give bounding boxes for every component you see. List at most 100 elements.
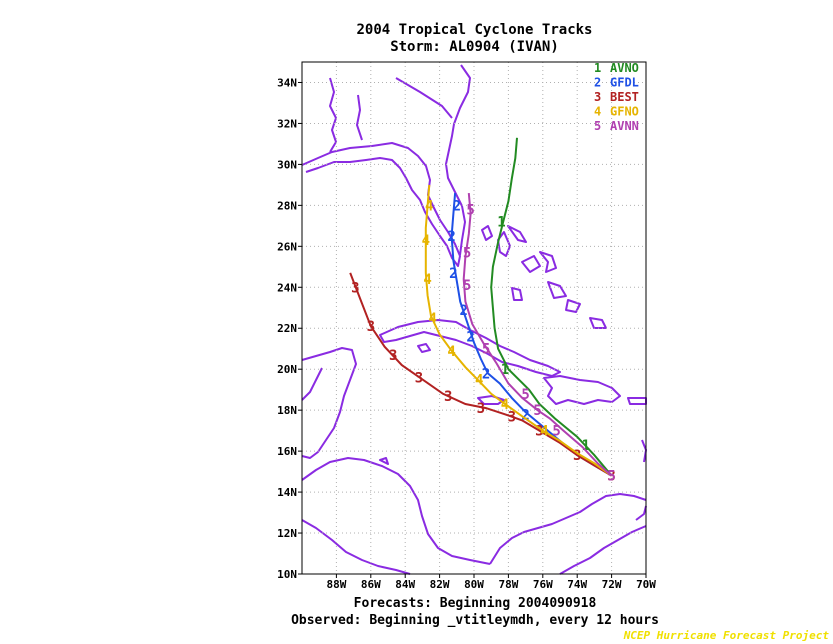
coast-hispaniola xyxy=(543,375,621,405)
track-marker-gfno: 4 xyxy=(501,397,509,413)
coast-colombia xyxy=(489,493,647,565)
coast-us-atlantic xyxy=(445,64,471,256)
track-marker-best: 3 xyxy=(573,448,581,464)
y-tick-label: 30N xyxy=(277,158,297,171)
track-marker-avnn: 5 xyxy=(482,342,490,358)
axes: 88W 86W 84W 82W 80W 78W 76W 74W 72W 70W 10N 12N 14N 1… xyxy=(277,61,656,591)
legend-id: 5 xyxy=(594,119,601,133)
track-line-avno xyxy=(490,137,613,477)
legend-label: GFNO xyxy=(610,105,639,119)
legend-id: 1 xyxy=(594,61,601,75)
coast-inland xyxy=(329,77,337,153)
track-gfdl: 2 2 2 2 2 2 2 xyxy=(447,193,613,477)
coast-swan xyxy=(379,457,389,465)
track-marker-best: 3 xyxy=(351,280,359,296)
track-marker-best: 3 xyxy=(508,409,516,425)
credit-text: NCEP Hurricane Forecast Project xyxy=(623,629,829,642)
chart-subtitle: Storm: AL0904 (IVAN) xyxy=(390,39,559,55)
track-marker-avno: 1 xyxy=(501,362,509,378)
y-tick-label: 28N xyxy=(277,199,297,212)
track-marker-gfdl: 2 xyxy=(466,329,474,345)
coast-mexico-gulf xyxy=(301,367,323,401)
y-tick-label: 34N xyxy=(277,76,297,89)
coast-yucatan xyxy=(301,347,357,459)
coast-puerto-rico xyxy=(627,397,647,405)
coast-bahamas-5 xyxy=(547,281,567,299)
legend-id: 2 xyxy=(594,76,601,90)
track-marker-gfdl: 2 xyxy=(482,366,490,382)
legend-label: GFDL xyxy=(610,76,639,90)
x-tick-label: 76W xyxy=(533,578,553,591)
track-marker-best: 3 xyxy=(389,348,397,364)
coast-bahamas-7 xyxy=(589,317,607,329)
track-marker-avnn: 5 xyxy=(533,403,541,419)
track-marker-avno: 1 xyxy=(582,438,590,454)
track-marker-gfno: 4 xyxy=(423,272,431,288)
track-marker-gfno: 4 xyxy=(475,372,483,388)
track-marker-avnn: 5 xyxy=(552,424,560,440)
track-marker-best: 3 xyxy=(367,319,375,335)
track-marker-gfdl: 2 xyxy=(453,198,461,214)
y-tick-label: 22N xyxy=(277,322,297,335)
track-avno: 1 1 1 xyxy=(490,137,613,477)
track-line-gfdl xyxy=(450,193,613,477)
track-marker-avnn: 5 xyxy=(607,469,615,485)
track-line-best xyxy=(349,272,613,477)
x-tick-label: 74W xyxy=(567,578,587,591)
coast-bahamas-3 xyxy=(521,255,541,273)
x-tick-label: 84W xyxy=(395,578,415,591)
x-tick-label: 70W xyxy=(636,578,656,591)
track-marker-gfno: 4 xyxy=(422,233,430,249)
x-tick-label: 82W xyxy=(430,578,450,591)
track-marker-gfdl: 2 xyxy=(447,229,455,245)
forecast-start-text: Forecasts: Beginning 2004090918 xyxy=(353,596,597,611)
y-tick-label: 26N xyxy=(277,240,297,253)
track-marker-gfdl: 2 xyxy=(521,407,529,423)
track-marker-avnn: 5 xyxy=(521,387,529,403)
legend-id: 4 xyxy=(594,105,601,119)
coast-isla-juventud xyxy=(417,343,431,353)
x-tick-label: 78W xyxy=(498,578,518,591)
track-line-gfno xyxy=(424,184,613,477)
track-marker-best: 3 xyxy=(415,370,423,386)
track-marker-gfdl: 2 xyxy=(449,266,457,282)
coast-caribbean-small xyxy=(635,505,647,521)
legend-label: AVNO xyxy=(610,61,639,75)
coast-bahamas-2 xyxy=(507,225,527,243)
x-tick-label: 88W xyxy=(326,578,346,591)
track-marker-avnn: 5 xyxy=(463,245,471,261)
track-marker-gfno: 4 xyxy=(540,424,548,440)
track-marker-gfno: 4 xyxy=(425,198,433,214)
track-marker-gfdl: 2 xyxy=(459,303,467,319)
x-tick-label: 72W xyxy=(602,578,622,591)
legend-id: 3 xyxy=(594,90,601,104)
coast-central-america-2 xyxy=(301,519,411,575)
y-tick-label: 20N xyxy=(277,363,297,376)
legend: 1 AVNO 2 GFDL 3 BEST 4 GFNO 5 AVNN xyxy=(594,61,639,133)
y-tick-label: 12N xyxy=(277,527,297,540)
y-tick-label: 16N xyxy=(277,445,297,458)
track-marker-gfno: 4 xyxy=(429,311,437,327)
coast-central-america xyxy=(301,457,491,565)
legend-label: AVNN xyxy=(610,119,639,133)
coast-us-gulf xyxy=(301,142,461,267)
coast-inland-3 xyxy=(395,77,453,119)
coast-bahamas-8 xyxy=(511,287,523,301)
track-marker-gfno: 4 xyxy=(447,344,455,360)
track-marker-best: 3 xyxy=(607,469,615,485)
track-line-avnn xyxy=(462,193,613,477)
y-tick-label: 10N xyxy=(277,568,297,581)
coast-bahamas-9 xyxy=(481,225,493,241)
track-marker-best: 3 xyxy=(535,424,543,440)
track-marker-avno: 1 xyxy=(497,215,505,231)
y-tick-label: 32N xyxy=(277,117,297,130)
coast-inland-2 xyxy=(356,94,363,141)
track-gfno: 4 4 4 4 4 4 4 4 xyxy=(422,184,613,477)
observed-start-text: Observed: Beginning _vtitleymdh, every 1… xyxy=(291,613,659,628)
coast-bahamas-4 xyxy=(539,251,557,273)
track-marker-avnn: 5 xyxy=(463,278,471,294)
